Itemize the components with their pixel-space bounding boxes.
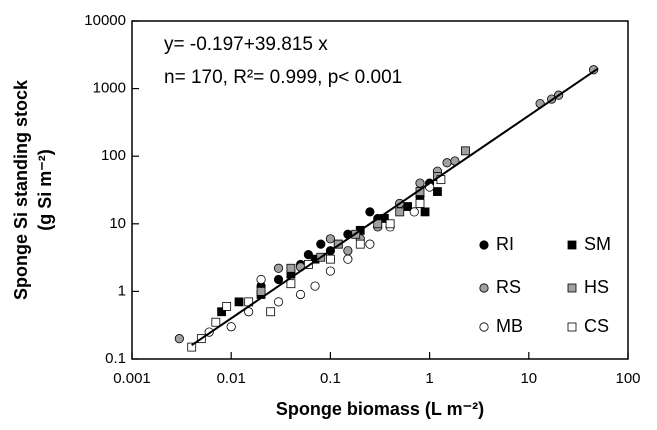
annotation: y= -0.197+39.815 x	[164, 34, 328, 55]
point	[256, 286, 266, 296]
x-axis-label: Sponge biomass (L m⁻²)	[276, 399, 484, 419]
y-axis-label: (g Si m⁻²)	[35, 149, 55, 231]
x-tick-label: 0.1	[320, 370, 341, 387]
legend-label: CS	[584, 316, 609, 336]
legend-marker	[567, 283, 577, 293]
x-tick-label: 10	[520, 370, 537, 387]
point	[303, 260, 313, 269]
point	[395, 207, 405, 217]
point	[286, 279, 296, 289]
point	[373, 219, 383, 229]
point	[442, 158, 452, 168]
legend-label: RS	[496, 277, 521, 297]
legend-label: RI	[496, 234, 514, 254]
point	[256, 274, 266, 285]
x-tick-label: 100	[615, 370, 640, 387]
legend-label: HS	[584, 277, 609, 297]
point	[325, 266, 335, 276]
x-tick-label: 1	[425, 370, 433, 387]
point	[433, 187, 442, 196]
point	[403, 202, 412, 211]
point	[273, 263, 284, 273]
point	[187, 342, 197, 352]
legend-label: SM	[584, 234, 611, 254]
point	[415, 199, 425, 208]
x-tick-label: 0.001	[113, 370, 151, 387]
point	[325, 234, 335, 244]
y-tick-label: 10	[109, 215, 126, 232]
legend-label: MB	[496, 316, 523, 336]
point	[325, 254, 335, 264]
y-tick-label: 1	[118, 282, 126, 299]
point	[409, 207, 419, 217]
point	[385, 219, 395, 229]
point	[174, 334, 184, 344]
point	[365, 207, 375, 217]
point	[343, 254, 353, 264]
point	[420, 207, 430, 217]
point	[295, 289, 306, 300]
annotation: n= 170, R²= 0.999, p< 0.001	[164, 67, 402, 88]
y-tick-label: 1000	[93, 80, 126, 97]
point	[211, 317, 221, 327]
point	[355, 239, 365, 249]
point	[316, 239, 326, 249]
legend-marker	[567, 240, 577, 250]
x-tick-label: 0.01	[217, 370, 246, 387]
y-axis-label: Sponge Si standing stock	[11, 79, 31, 300]
point	[273, 274, 284, 285]
point	[234, 297, 244, 307]
y-tick-label: 100	[101, 147, 126, 164]
point	[217, 307, 226, 317]
point	[415, 178, 425, 188]
point	[286, 263, 296, 273]
point	[273, 297, 284, 307]
legend-marker	[479, 283, 489, 293]
point	[303, 250, 313, 260]
fit-line	[191, 67, 599, 347]
point	[365, 239, 375, 249]
point	[333, 239, 343, 249]
point	[226, 322, 236, 332]
point	[461, 146, 470, 156]
point	[222, 301, 232, 311]
legend-marker	[567, 322, 577, 332]
y-tick-label: 0.1	[105, 350, 126, 367]
point	[266, 307, 276, 317]
legend-marker	[479, 322, 489, 332]
plot-frame	[131, 20, 629, 360]
point	[310, 281, 320, 291]
y-tick-label: 10000	[84, 12, 126, 29]
point	[343, 246, 353, 256]
legend-marker	[479, 240, 489, 250]
